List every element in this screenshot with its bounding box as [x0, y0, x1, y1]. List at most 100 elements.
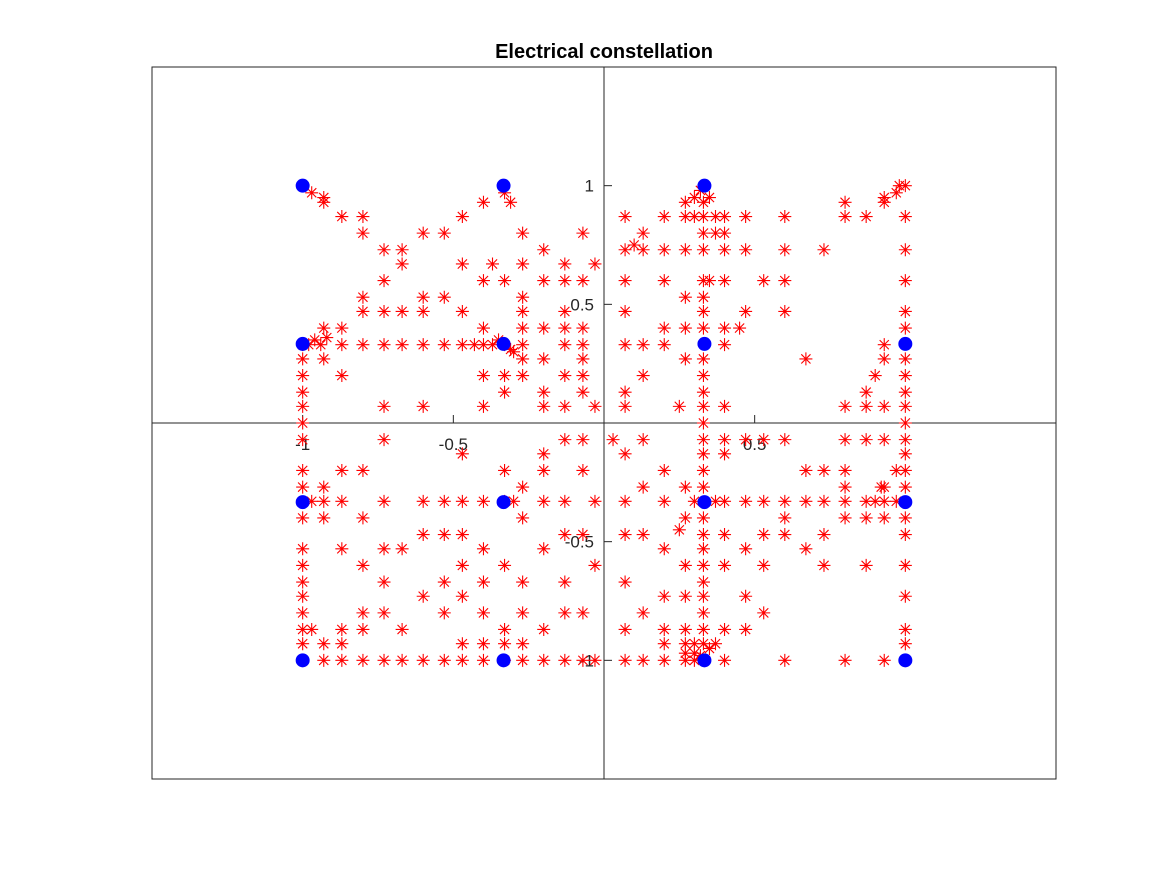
- received-symbol-point: [618, 399, 632, 413]
- received-symbol-point: [859, 433, 873, 447]
- ideal-symbol-point: [496, 178, 511, 193]
- chart-title: Electrical constellation: [495, 41, 713, 63]
- y-tick-label: 0.5: [570, 295, 594, 314]
- received-symbol-point: [889, 494, 903, 508]
- received-symbol-point: [757, 433, 771, 447]
- received-symbol-point: [516, 290, 530, 304]
- received-symbol-point: [317, 653, 331, 667]
- received-symbol-point: [395, 542, 409, 556]
- received-symbol-point: [696, 243, 710, 257]
- received-symbol-point: [486, 257, 500, 271]
- received-symbol-point: [476, 195, 490, 209]
- received-symbol-point: [898, 528, 912, 542]
- received-symbol-point: [696, 511, 710, 525]
- received-symbol-point: [838, 195, 852, 209]
- received-symbol-point: [476, 542, 490, 556]
- received-symbol-point: [898, 511, 912, 525]
- ideal-symbol-point: [295, 178, 310, 193]
- received-symbol-point: [296, 385, 310, 399]
- received-symbol-point: [335, 321, 349, 335]
- received-symbol-point: [558, 399, 572, 413]
- received-symbol-point: [516, 575, 530, 589]
- received-symbol-point: [576, 369, 590, 383]
- series-layer: [295, 178, 913, 668]
- received-symbol-point: [498, 637, 512, 651]
- received-symbol-point: [817, 558, 831, 572]
- received-symbol-point: [678, 637, 692, 651]
- received-symbol-point: [296, 369, 310, 383]
- received-symbol-point: [687, 494, 701, 508]
- received-symbol-point: [739, 433, 753, 447]
- received-symbol-point: [636, 653, 650, 667]
- received-symbol-point: [606, 433, 620, 447]
- received-symbol-point: [696, 542, 710, 556]
- received-symbol-point: [576, 226, 590, 240]
- received-symbol-point: [558, 494, 572, 508]
- received-symbol-point: [618, 385, 632, 399]
- received-symbol-point: [838, 511, 852, 525]
- received-symbol-point: [657, 274, 671, 288]
- received-symbol-point: [356, 304, 370, 318]
- received-symbol-point: [696, 290, 710, 304]
- received-symbol-point: [718, 433, 732, 447]
- received-symbol-point: [636, 243, 650, 257]
- received-symbol-point: [516, 321, 530, 335]
- received-symbol-point: [898, 447, 912, 461]
- received-symbol-point: [588, 257, 602, 271]
- received-symbol-point: [708, 494, 722, 508]
- received-symbol-point: [678, 321, 692, 335]
- received-symbol-point: [898, 433, 912, 447]
- received-symbol-point: [898, 463, 912, 477]
- received-symbol-point: [455, 637, 469, 651]
- received-symbol-point: [877, 352, 891, 366]
- received-symbol-point: [305, 186, 319, 200]
- received-symbols-series: [296, 179, 912, 667]
- received-symbol-point: [618, 274, 632, 288]
- received-symbol-point: [437, 528, 451, 542]
- received-symbol-point: [678, 195, 692, 209]
- received-symbol-point: [416, 304, 430, 318]
- received-symbol-point: [455, 257, 469, 271]
- received-symbol-point: [892, 179, 906, 193]
- received-symbol-point: [687, 210, 701, 224]
- received-symbol-point: [678, 589, 692, 603]
- received-symbol-point: [558, 304, 572, 318]
- received-symbol-point: [356, 338, 370, 352]
- ideal-symbol-point: [898, 336, 913, 351]
- received-symbol-point: [437, 226, 451, 240]
- received-symbol-point: [657, 637, 671, 651]
- received-symbol-point: [696, 463, 710, 477]
- received-symbol-point: [889, 186, 903, 200]
- received-symbol-point: [416, 653, 430, 667]
- received-symbol-point: [877, 511, 891, 525]
- received-symbol-point: [416, 589, 430, 603]
- received-symbol-point: [898, 637, 912, 651]
- received-symbol-point: [437, 290, 451, 304]
- received-symbol-point: [859, 494, 873, 508]
- received-symbol-point: [356, 622, 370, 636]
- received-symbol-point: [838, 210, 852, 224]
- received-symbol-point: [335, 369, 349, 383]
- received-symbol-point: [678, 511, 692, 525]
- received-symbol-point: [377, 494, 391, 508]
- received-symbol-point: [335, 494, 349, 508]
- received-symbol-point: [507, 494, 521, 508]
- received-symbol-point: [898, 304, 912, 318]
- received-symbol-point: [588, 653, 602, 667]
- received-symbol-point: [335, 542, 349, 556]
- received-symbol-point: [576, 463, 590, 477]
- received-symbol-point: [898, 622, 912, 636]
- received-symbol-point: [739, 494, 753, 508]
- received-symbol-point: [778, 243, 792, 257]
- received-symbol-point: [817, 243, 831, 257]
- received-symbol-point: [516, 480, 530, 494]
- received-symbol-point: [296, 575, 310, 589]
- ideal-symbol-point: [496, 336, 511, 351]
- received-symbol-point: [416, 338, 430, 352]
- received-symbol-point: [317, 480, 331, 494]
- received-symbol-point: [516, 369, 530, 383]
- received-symbol-point: [657, 653, 671, 667]
- received-symbol-point: [718, 226, 732, 240]
- received-symbol-point: [678, 210, 692, 224]
